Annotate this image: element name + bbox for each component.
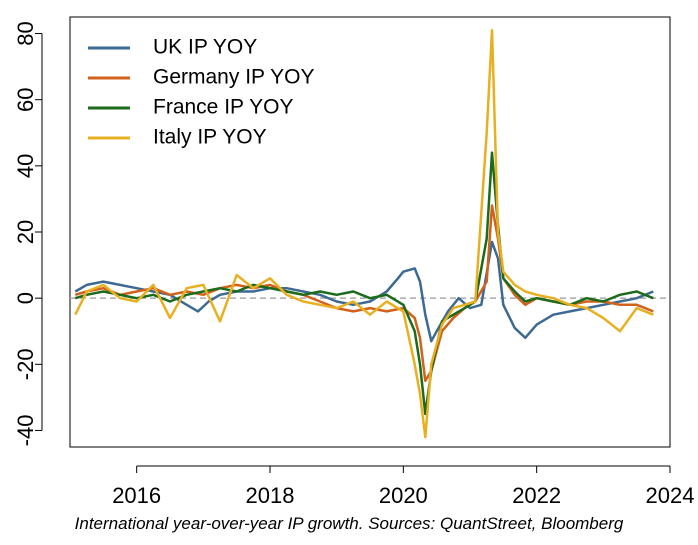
series-line-0: [74, 240, 654, 343]
x-tick-label: 2024: [646, 483, 695, 508]
x-tick-label: 2016: [112, 483, 161, 508]
plot-frame: [69, 16, 671, 448]
axis-layer: -40 -20 0 20 40 60 80 2016 2018 2020 2022 2024: [13, 21, 695, 508]
series-line-2: [74, 151, 654, 416]
legend-label-0: UK IP YOY: [153, 36, 257, 59]
y-tick-label: 40: [13, 154, 38, 178]
y-tick-label: 80: [13, 21, 38, 45]
y-tick-label: -40: [13, 415, 38, 447]
y-tick-label: 20: [13, 220, 38, 244]
legend-label-3: Italy IP YOY: [153, 126, 267, 149]
x-tick-label: 2018: [246, 483, 295, 508]
legend-label-2: France IP YOY: [153, 96, 293, 119]
x-tick-label: 2022: [512, 483, 561, 508]
y-tick-label: -20: [13, 348, 38, 380]
figure-caption: International year-over-year IP growth. …: [74, 514, 624, 533]
line-chart: -40 -20 0 20 40 60 80 2016 2018 2020 2022 2024 UK I…: [13, 16, 695, 508]
legend: UK IP YOY Germany IP YOY France IP YOY Ital…: [88, 36, 314, 149]
series-line-3: [74, 28, 654, 439]
x-tick-label: 2020: [379, 483, 428, 508]
y-tick-label: 60: [13, 87, 38, 111]
y-tick-label: 0: [13, 292, 38, 304]
legend-label-1: Germany IP YOY: [153, 66, 314, 89]
series-layer: [74, 28, 654, 439]
